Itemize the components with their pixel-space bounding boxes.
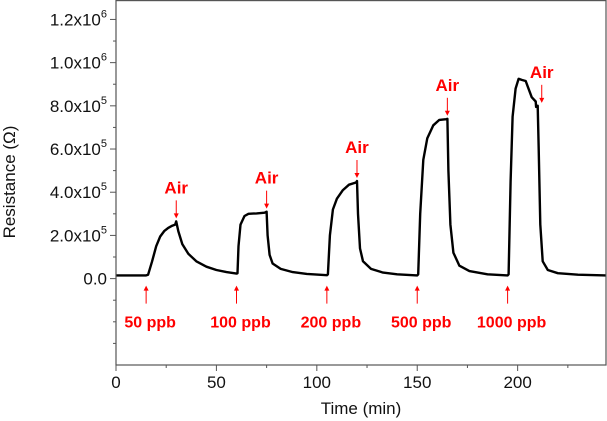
y-tick-label-exponent: 5 — [101, 224, 107, 236]
y-tick-label: 0.0 — [83, 270, 107, 289]
air-arrow-head — [444, 110, 450, 116]
x-tick-label: 150 — [403, 373, 431, 392]
y-tick-label-base: 2.0x10 — [50, 226, 101, 245]
air-arrow-head — [354, 172, 360, 178]
gas-concentration-label: 500 ppb — [391, 315, 452, 332]
plot-frame — [115, 0, 607, 366]
air-arrow-head — [539, 97, 545, 103]
y-tick-label: 2.0x105 — [50, 224, 107, 245]
y-tick-label-exponent: 5 — [101, 138, 107, 150]
air-label: Air — [530, 63, 554, 82]
y-tick-label: 1.2x106 — [50, 8, 107, 29]
y-tick-label: 1.0x106 — [50, 52, 107, 73]
gas-concentration-label: 200 ppb — [301, 315, 362, 332]
gas-arrow-head — [324, 285, 330, 291]
air-label: Air — [436, 76, 460, 95]
x-tick-label: 100 — [303, 373, 331, 392]
y-tick-label-base: 6.0x10 — [50, 140, 101, 159]
x-axis: 0 50 100 150 200 — [111, 365, 569, 392]
x-tick-label: 0 — [111, 373, 120, 392]
y-axis-label: Resistance (Ω) — [0, 126, 19, 239]
y-tick-label-base: 1.2x10 — [50, 10, 101, 29]
y-tick-label: 4.0x105 — [50, 181, 107, 202]
air-arrow-head — [173, 213, 179, 219]
gas-concentration-label: 100 ppb — [210, 315, 271, 332]
gas-concentration-label: 50 ppb — [124, 315, 176, 332]
plot-marks: Air Air Air Air Air 50 ppb 100 ppb 200 ppb 500 p… — [116, 63, 607, 332]
air-label: Air — [164, 178, 188, 197]
y-tick-label-exponent: 5 — [101, 95, 107, 107]
y-tick-label-base: 8.0x10 — [50, 97, 101, 116]
y-tick-label-base: 4.0x10 — [50, 183, 101, 202]
resistance-line — [116, 77, 607, 277]
x-tick-label: 50 — [207, 373, 226, 392]
gas-arrow-head — [233, 285, 239, 291]
y-tick-label-base: 1.0x10 — [50, 54, 101, 73]
air-label: Air — [345, 138, 369, 157]
gas-arrow-head — [143, 285, 149, 291]
y-tick-label: 8.0x105 — [50, 95, 107, 116]
gas-arrow-head — [505, 285, 511, 291]
y-tick-label-exponent: 6 — [101, 8, 107, 20]
air-arrow-head — [264, 203, 270, 209]
y-tick-label: 6.0x105 — [50, 138, 107, 159]
gas-arrow-head — [414, 285, 420, 291]
x-tick-label: 200 — [503, 373, 531, 392]
y-tick-label-base: 0.0 — [83, 270, 107, 289]
air-label: Air — [255, 169, 279, 188]
y-tick-label-exponent: 6 — [101, 52, 107, 64]
y-tick-label-exponent: 5 — [101, 181, 107, 193]
gas-concentration-label: 1000 ppb — [477, 315, 547, 332]
y-axis: 0.02.0x1054.0x1056.0x1058.0x1051.0x1061.… — [50, 8, 116, 344]
x-axis-label: Time (min) — [321, 399, 402, 418]
